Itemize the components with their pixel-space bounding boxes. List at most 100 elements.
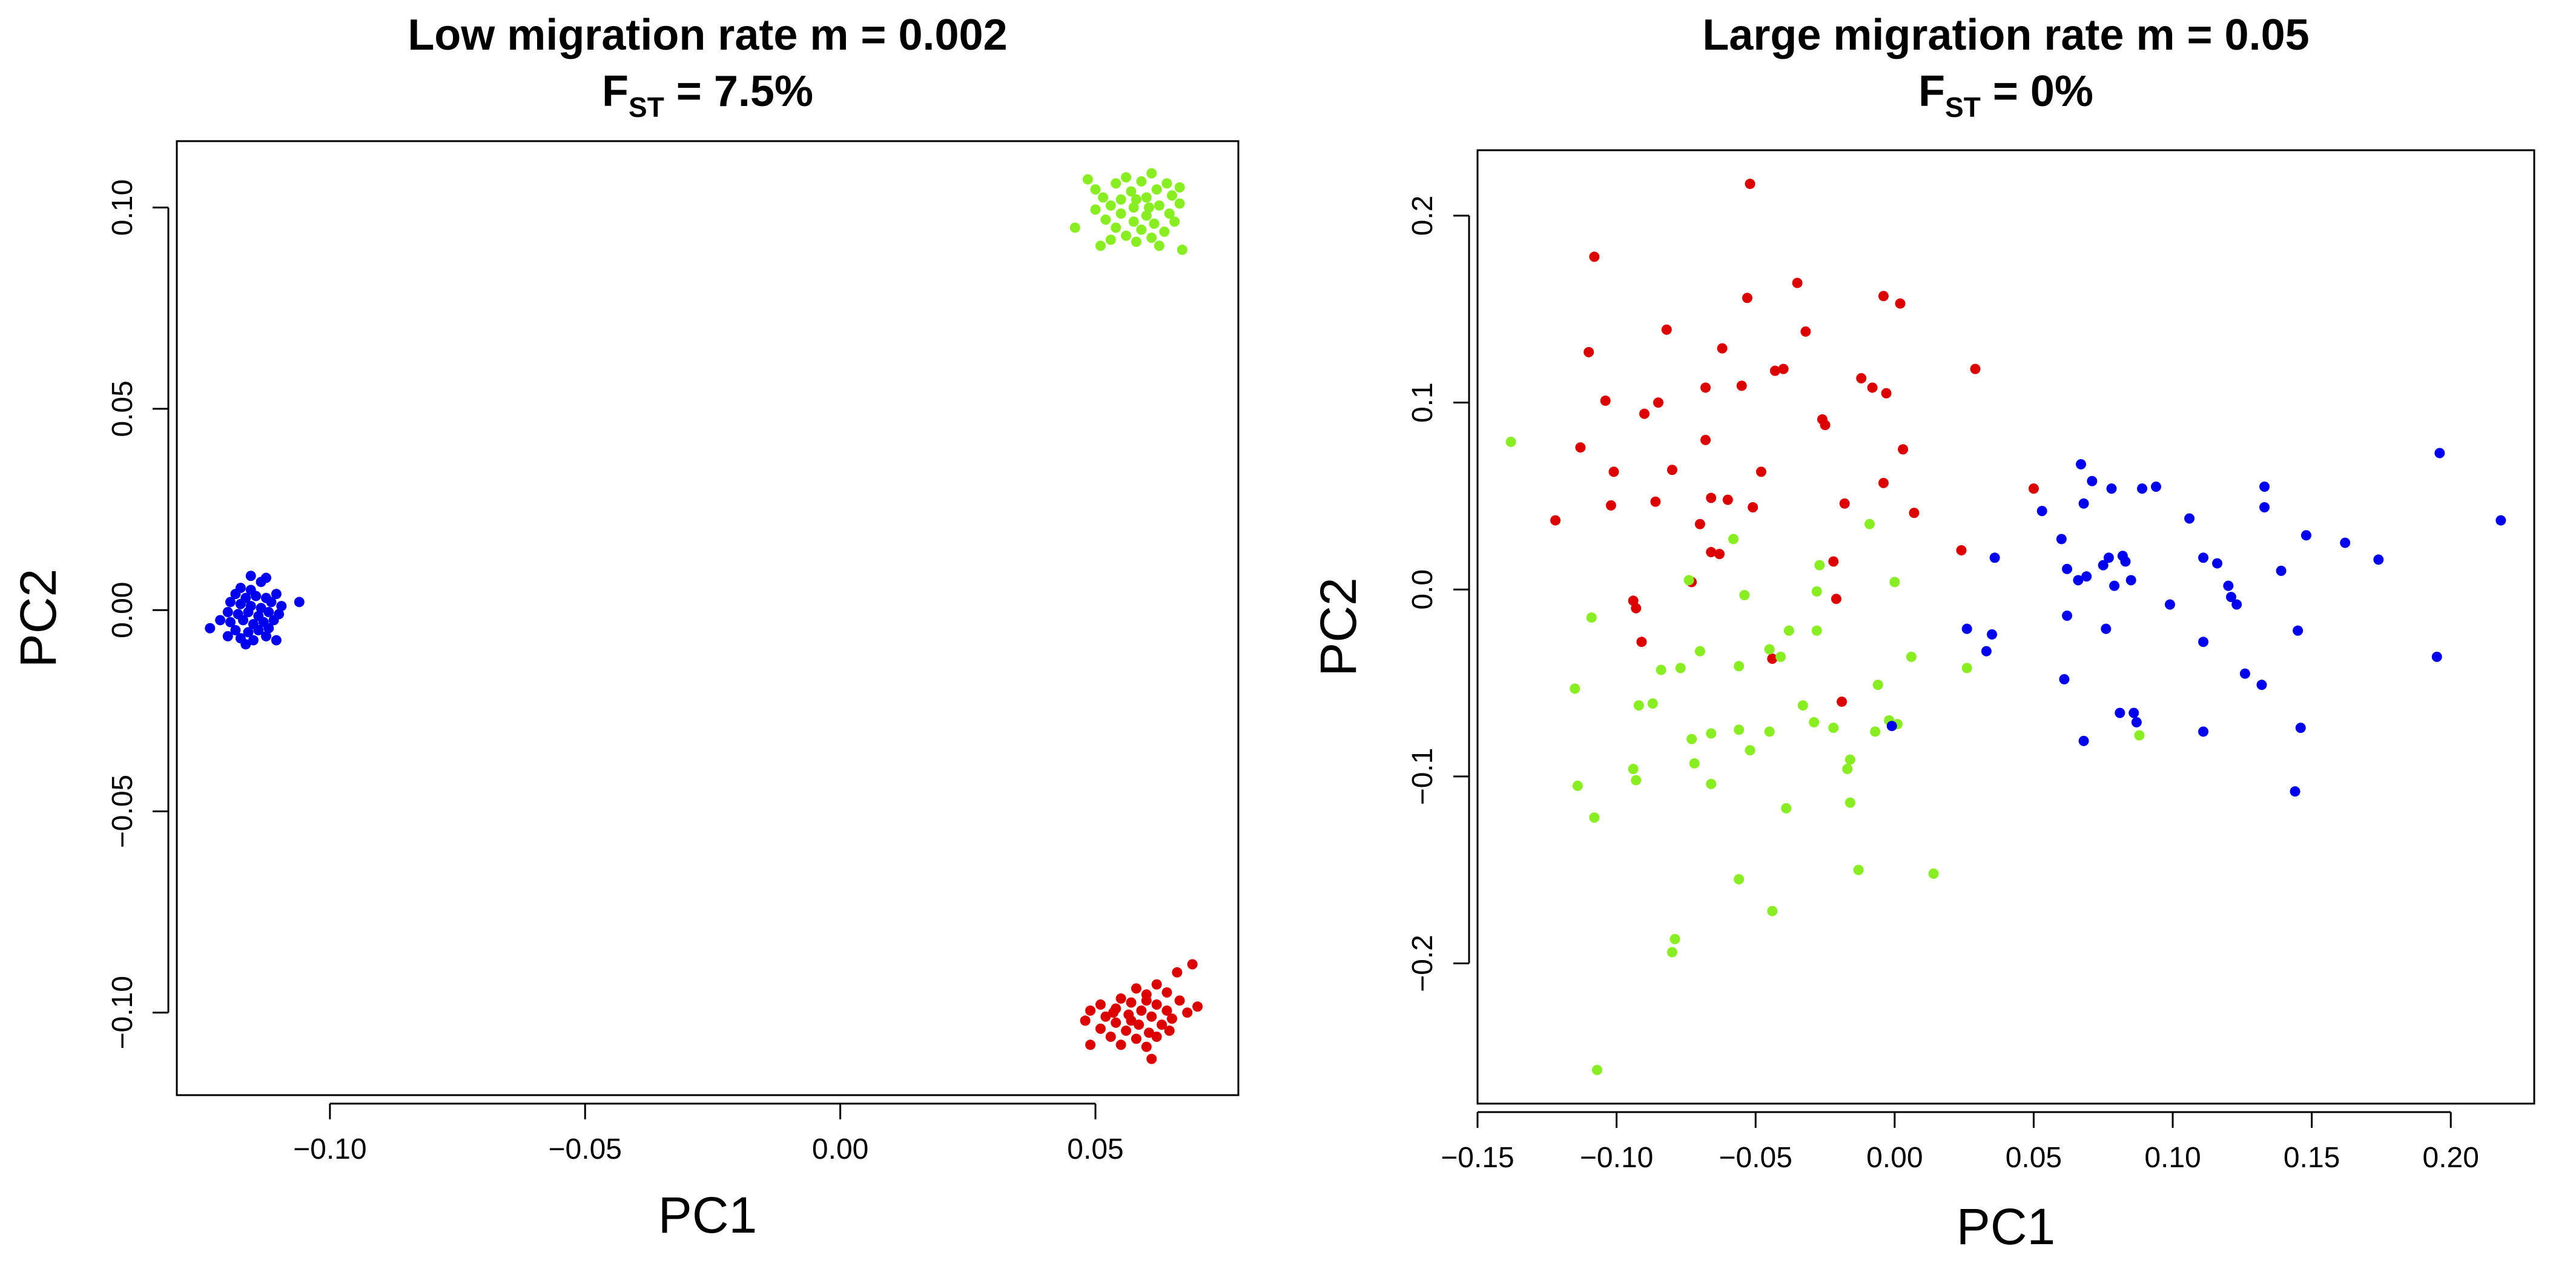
y-tick-label: 0.10 xyxy=(107,179,139,236)
data-point-green xyxy=(1872,680,1883,691)
plot-frame xyxy=(1476,149,2535,1105)
y-axis-label: PC2 xyxy=(10,569,67,667)
data-point-green xyxy=(1686,734,1697,744)
x-tick-label: −0.05 xyxy=(549,1133,622,1165)
x-tick-label: 0.05 xyxy=(2006,1142,2062,1174)
data-point-green xyxy=(1144,202,1155,213)
data-point-blue xyxy=(2059,674,2070,684)
data-point-red xyxy=(1839,498,1850,509)
data-point-blue xyxy=(2295,723,2306,734)
data-point-blue xyxy=(2078,735,2089,746)
data-point-red xyxy=(1182,1007,1193,1018)
data-point-red xyxy=(1970,363,1981,374)
data-point-blue xyxy=(2137,483,2148,494)
data-point-red xyxy=(1131,1033,1141,1044)
data-point-blue xyxy=(2131,717,2142,727)
data-point-green xyxy=(1631,775,1642,786)
subtitle-main: F xyxy=(1918,67,1945,116)
data-point-green xyxy=(1136,176,1147,187)
data-point-blue xyxy=(271,635,282,646)
subtitle-rest: = 7.5% xyxy=(664,67,813,116)
x-tick-label: −0.05 xyxy=(1719,1142,1792,1174)
data-point-red xyxy=(1769,365,1780,376)
data-point-blue xyxy=(2115,707,2125,718)
data-point-red xyxy=(1126,1015,1137,1026)
data-point-green xyxy=(1853,864,1864,875)
y-tick-label: −0.10 xyxy=(107,976,139,1049)
series-blue xyxy=(1886,448,2506,797)
data-point-green xyxy=(1586,612,1597,623)
data-point-green xyxy=(1141,210,1152,221)
x-tick-label: 0.15 xyxy=(2284,1142,2340,1174)
data-point-blue xyxy=(2212,558,2222,569)
data-point-red xyxy=(1700,382,1711,393)
data-point-green xyxy=(1141,192,1152,203)
data-point-green xyxy=(1809,717,1820,727)
data-point-red xyxy=(1736,380,1747,391)
x-axis-label: PC1 xyxy=(658,1187,757,1244)
data-point-blue xyxy=(2062,563,2073,574)
data-point-green xyxy=(1666,947,1677,958)
data-point-green xyxy=(1136,224,1147,235)
data-point-blue xyxy=(2434,448,2445,459)
subtitle-subscript: ST xyxy=(1945,91,1981,123)
chart-subtitle: FST = 7.5% xyxy=(602,67,813,123)
data-point-green xyxy=(1177,244,1187,255)
data-point-blue xyxy=(2062,610,2073,621)
data-point-red xyxy=(1134,1019,1144,1030)
data-point-red xyxy=(1085,1039,1096,1050)
series-blue xyxy=(205,571,305,650)
data-point-red xyxy=(1085,1005,1096,1016)
data-point-green xyxy=(1706,778,1717,789)
data-point-red xyxy=(1575,442,1586,453)
data-point-green xyxy=(1783,625,1794,636)
data-point-blue xyxy=(2129,707,2139,718)
data-point-blue xyxy=(260,572,271,583)
data-point-green xyxy=(1082,174,1093,185)
data-point-red xyxy=(1144,1027,1155,1038)
data-point-blue xyxy=(2495,515,2506,526)
data-point-green xyxy=(1095,240,1106,251)
x-tick-label: 0.10 xyxy=(2144,1142,2201,1174)
data-point-red xyxy=(1856,373,1867,384)
data-point-blue xyxy=(240,639,251,650)
y-tick-label: −0.05 xyxy=(107,775,139,848)
data-point-red xyxy=(1666,465,1677,475)
data-point-blue xyxy=(1961,623,1972,634)
data-point-green xyxy=(1131,194,1141,205)
data-point-red xyxy=(1121,1025,1132,1036)
data-point-green xyxy=(1734,874,1745,885)
data-point-blue xyxy=(2276,565,2287,576)
data-point-green xyxy=(1128,202,1139,213)
x-tick-label: 0.00 xyxy=(812,1133,868,1165)
series-green xyxy=(1505,436,2145,1075)
data-point-green xyxy=(1128,216,1139,227)
data-point-blue xyxy=(2103,552,2114,563)
data-point-green xyxy=(1764,726,1775,737)
data-point-red xyxy=(1714,549,1725,560)
chart-title: Large migration rate m = 0.05 xyxy=(1702,11,2309,59)
data-point-blue xyxy=(2106,483,2117,494)
data-point-red xyxy=(1831,594,1841,605)
data-point-green xyxy=(1166,190,1177,201)
data-point-green xyxy=(1159,227,1170,237)
data-point-blue xyxy=(1981,646,1992,657)
data-point-red xyxy=(1151,999,1162,1010)
series-red xyxy=(1080,959,1203,1064)
data-point-green xyxy=(1115,194,1126,205)
data-point-blue xyxy=(248,635,259,646)
data-point-green xyxy=(1745,745,1755,756)
data-point-red xyxy=(1898,444,1909,455)
data-point-red xyxy=(1694,518,1705,529)
data-point-green xyxy=(1844,754,1855,765)
data-point-red xyxy=(1141,995,1152,1006)
data-point-red xyxy=(1748,502,1759,512)
data-point-blue xyxy=(251,591,262,601)
data-point-green xyxy=(1121,230,1132,241)
data-point-green xyxy=(1961,663,1972,674)
data-point-red xyxy=(1115,993,1126,1004)
data-point-red xyxy=(1717,343,1728,354)
data-point-red xyxy=(1745,179,1755,190)
data-point-red xyxy=(1108,1007,1119,1018)
data-point-blue xyxy=(1886,721,1897,732)
